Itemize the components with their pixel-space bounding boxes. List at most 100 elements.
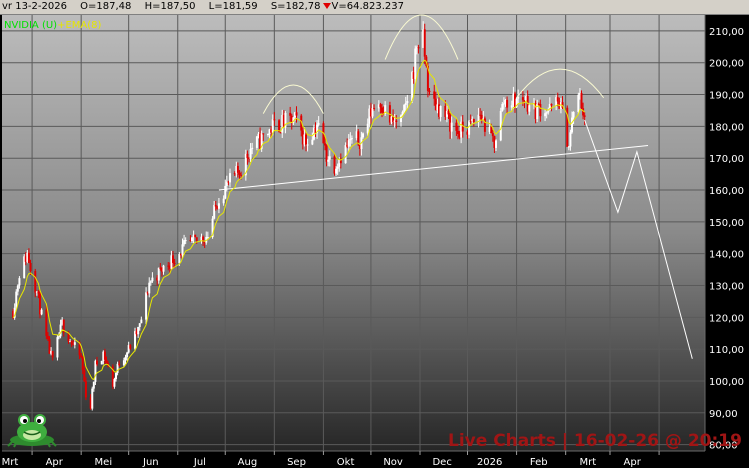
candle-body — [191, 237, 193, 242]
candle — [278, 119, 281, 133]
candle-body — [235, 165, 238, 174]
candle — [504, 98, 507, 107]
candle-body — [550, 103, 553, 106]
candle — [134, 327, 136, 352]
candle — [311, 132, 314, 146]
x-tick-label: Nov — [383, 457, 403, 468]
candle-body — [167, 265, 170, 267]
candle — [222, 195, 225, 206]
candle-body — [135, 331, 138, 335]
candle-body — [80, 355, 83, 357]
candle-body — [160, 267, 163, 272]
candle-body — [371, 108, 374, 117]
candle — [181, 238, 184, 259]
candle — [406, 94, 409, 110]
candle — [395, 115, 398, 129]
x-tick-label: Dec — [432, 457, 451, 468]
candle-body — [336, 166, 339, 169]
candle-body — [392, 116, 395, 123]
candle — [384, 101, 387, 117]
candle — [26, 250, 29, 264]
candle-body — [157, 267, 160, 281]
y-tick-label: 190,00 — [709, 91, 744, 102]
candle-body — [445, 110, 448, 117]
x-tick-label: Feb — [530, 457, 548, 468]
candle-body — [547, 110, 550, 113]
candle — [336, 163, 339, 175]
candle-body — [512, 93, 515, 106]
candle-body — [368, 108, 371, 124]
candle-body — [259, 133, 262, 149]
candle — [583, 112, 586, 126]
candle-body — [457, 130, 459, 134]
candle — [267, 133, 269, 137]
candle-body — [37, 291, 40, 294]
candle — [61, 317, 64, 326]
candle-body — [194, 234, 197, 238]
candle — [449, 113, 452, 139]
candle-body — [192, 234, 195, 238]
candle — [369, 102, 372, 124]
candle-body — [46, 335, 49, 339]
candle — [173, 258, 176, 268]
candle — [51, 350, 54, 361]
right-shoulder-arc — [516, 68, 605, 99]
candle — [251, 142, 254, 155]
candle — [146, 291, 149, 296]
candle — [137, 326, 140, 338]
candle-body — [134, 331, 136, 349]
candle-body — [238, 172, 241, 175]
candle — [495, 139, 497, 151]
candle — [577, 92, 580, 115]
candle — [72, 340, 75, 346]
candle — [422, 21, 425, 48]
candle — [162, 264, 165, 275]
candle-body — [339, 159, 342, 164]
candle — [105, 356, 108, 364]
candle-body — [569, 132, 572, 147]
candle-body — [195, 237, 198, 241]
x-tick-label: Jun — [142, 457, 159, 468]
candle-body — [290, 115, 293, 123]
candle-body — [145, 292, 148, 320]
candle — [135, 328, 138, 337]
candle-body — [466, 131, 469, 135]
candle — [414, 45, 417, 84]
candle-body — [545, 112, 548, 114]
watermark: Live Charts | 16-02-26 @ 20:19 — [448, 431, 742, 451]
candle-body — [255, 136, 258, 148]
candle — [377, 100, 380, 112]
candle — [539, 99, 542, 122]
candle — [23, 254, 26, 279]
candle-body — [281, 114, 284, 133]
candle — [371, 104, 374, 119]
x-tick-label: Jul — [193, 457, 206, 468]
candle — [192, 230, 195, 244]
candle — [249, 143, 252, 162]
x-tick-label: Okt — [337, 457, 355, 468]
candle-body — [362, 133, 364, 138]
candle-body — [91, 388, 94, 409]
candle-body — [173, 262, 176, 264]
candle — [124, 354, 127, 365]
candle-body — [514, 93, 516, 108]
candle-body — [284, 112, 287, 128]
candle-body — [444, 105, 447, 117]
candle — [268, 128, 271, 140]
candle — [103, 348, 106, 365]
candle — [179, 253, 182, 259]
candle — [259, 127, 262, 150]
candle-body — [305, 134, 307, 145]
info-settle: S=182,78 — [270, 1, 321, 12]
candle — [255, 135, 258, 151]
candle-body — [537, 103, 540, 105]
candle — [379, 102, 382, 114]
candle-body — [317, 123, 320, 125]
candle — [244, 149, 247, 181]
candle-body — [349, 139, 352, 141]
candle — [333, 153, 336, 176]
legend: NVIDIA (U)+EMA(8) — [4, 20, 102, 31]
candle-body — [229, 173, 231, 183]
candle — [347, 134, 350, 153]
